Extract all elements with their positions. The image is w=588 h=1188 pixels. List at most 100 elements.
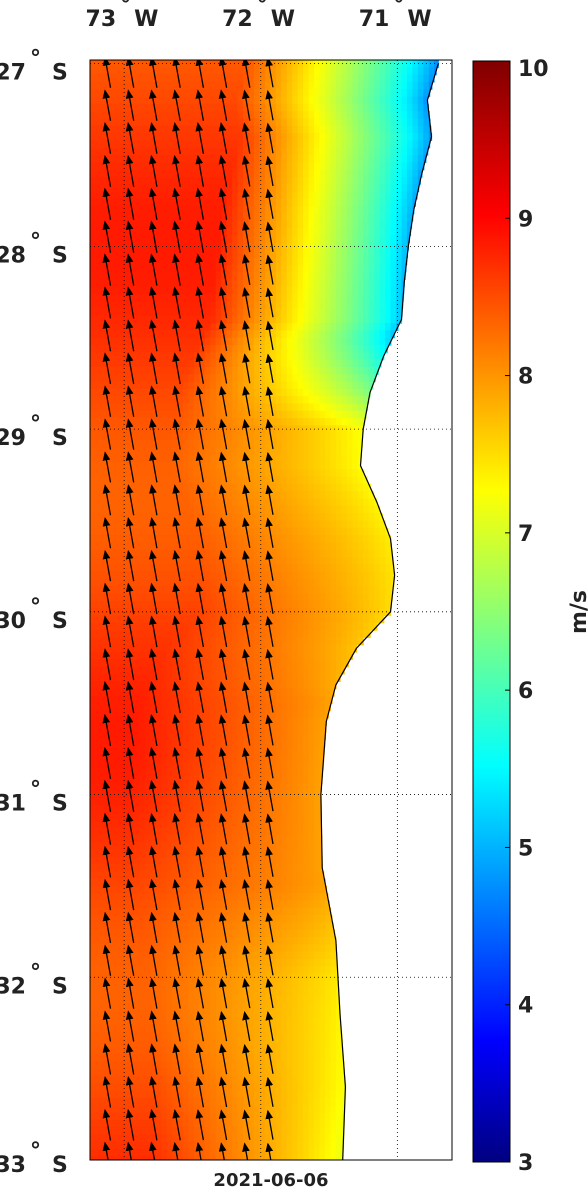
ocean-cell [297, 118, 304, 127]
ocean-cell [100, 81, 107, 90]
ocean-cell [177, 323, 184, 331]
ocean-cell [106, 564, 113, 573]
ocean-cell [210, 257, 217, 266]
ocean-cell [308, 425, 315, 434]
ocean-cell [330, 308, 337, 317]
ocean-cell [237, 652, 244, 660]
ocean-cell [226, 644, 233, 653]
ocean-cell [341, 74, 348, 83]
ocean-cell [144, 96, 151, 105]
ocean-cell [177, 535, 184, 543]
ocean-cell [248, 103, 255, 112]
ocean-cell [193, 703, 200, 712]
ocean-cell [215, 96, 222, 105]
ocean-cell [166, 462, 173, 470]
ocean-cell [215, 476, 222, 485]
ocean-cell [390, 118, 397, 127]
ocean-cell [237, 600, 244, 609]
ocean-cell [270, 301, 277, 310]
ocean-cell [357, 513, 364, 522]
ocean-cell [193, 330, 200, 339]
ocean-cell [396, 198, 403, 207]
ocean-cell [221, 447, 228, 456]
ocean-cell [117, 615, 124, 624]
ocean-cell [303, 505, 310, 514]
ocean-cell [204, 418, 211, 426]
ocean-cell [401, 257, 408, 266]
ocean-cell [172, 498, 179, 507]
ocean-cell [286, 695, 293, 704]
ocean-cell [177, 279, 184, 288]
ocean-cell [188, 527, 195, 536]
ocean-cell [325, 235, 332, 244]
ocean-cell [259, 659, 266, 668]
ocean-cell [226, 483, 233, 492]
ocean-cell [248, 410, 255, 419]
ocean-cell [133, 396, 140, 405]
ocean-cell [303, 169, 310, 178]
ocean-cell [319, 688, 326, 697]
ocean-cell [357, 418, 364, 426]
ocean-cell [111, 659, 118, 668]
ocean-cell [237, 140, 244, 149]
ocean-cell [374, 250, 381, 258]
ocean-cell [346, 345, 353, 353]
ocean-cell [253, 491, 260, 500]
ocean-cell [346, 155, 353, 163]
ocean-cell [139, 600, 146, 609]
ocean-cell [90, 213, 97, 222]
ocean-cell [161, 564, 168, 573]
ocean-cell [335, 133, 342, 141]
ocean-cell [286, 659, 293, 668]
ocean-cell [341, 469, 348, 478]
ocean-cell [177, 513, 184, 522]
ocean-cell [286, 476, 293, 485]
ocean-cell [270, 527, 277, 536]
ocean-cell [122, 491, 129, 500]
ocean-cell [303, 681, 310, 690]
ocean-cell [177, 505, 184, 514]
ocean-cell [319, 396, 326, 405]
ocean-cell [177, 213, 184, 222]
ocean-cell [133, 162, 140, 171]
ocean-cell [111, 688, 118, 697]
ocean-cell [319, 96, 326, 105]
ocean-cell [111, 111, 118, 120]
ocean-cell [352, 257, 359, 266]
ocean-cell [248, 535, 255, 543]
ocean-cell [330, 162, 337, 171]
ocean-cell [204, 272, 211, 280]
ocean-cell [215, 571, 222, 580]
ocean-cell [232, 622, 239, 631]
ocean-cell [182, 235, 189, 244]
ocean-cell [319, 630, 326, 638]
ocean-cell [172, 103, 179, 112]
ocean-cell [204, 469, 211, 478]
ocean-cell [335, 374, 342, 383]
ocean-cell [379, 89, 386, 98]
ocean-cell [248, 286, 255, 295]
ocean-cell [264, 571, 271, 580]
ocean-cell [352, 571, 359, 580]
ocean-cell [297, 454, 304, 463]
ocean-cell [335, 74, 342, 83]
ocean-cell [111, 96, 118, 105]
ocean-cell [352, 578, 359, 587]
ocean-cell [182, 162, 189, 171]
ocean-cell [390, 213, 397, 222]
ocean-cell [253, 374, 260, 383]
ocean-cell [286, 622, 293, 631]
ocean-cell [401, 279, 405, 288]
ocean-cell [325, 264, 332, 273]
ocean-cell [325, 213, 332, 222]
ocean-cell [111, 228, 118, 236]
ocean-cell [396, 67, 403, 76]
ocean-cell [172, 695, 179, 704]
ocean-cell [111, 630, 118, 638]
ocean-cell [122, 111, 129, 120]
ocean-cell [259, 213, 266, 222]
ocean-cell [270, 198, 277, 207]
ocean-cell [237, 586, 244, 595]
ocean-cell [357, 462, 361, 470]
ocean-cell [264, 242, 271, 251]
